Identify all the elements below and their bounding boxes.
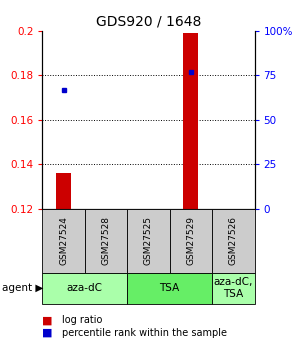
Bar — [56, 173, 71, 209]
Title: GDS920 / 1648: GDS920 / 1648 — [96, 14, 201, 29]
Text: GSM27525: GSM27525 — [144, 216, 153, 265]
Bar — [184, 33, 198, 209]
Text: percentile rank within the sample: percentile rank within the sample — [62, 328, 227, 338]
Text: log ratio: log ratio — [62, 315, 102, 325]
Text: agent ▶: agent ▶ — [2, 283, 43, 293]
Text: GSM27526: GSM27526 — [229, 216, 238, 265]
Text: GSM27529: GSM27529 — [186, 216, 195, 265]
Text: ■: ■ — [42, 315, 53, 325]
Text: aza-dC: aza-dC — [67, 283, 103, 293]
Text: GSM27528: GSM27528 — [102, 216, 111, 265]
Text: GSM27524: GSM27524 — [59, 216, 68, 265]
Text: aza-dC,
TSA: aza-dC, TSA — [214, 277, 253, 299]
Text: TSA: TSA — [160, 283, 180, 293]
Text: ■: ■ — [42, 328, 53, 338]
